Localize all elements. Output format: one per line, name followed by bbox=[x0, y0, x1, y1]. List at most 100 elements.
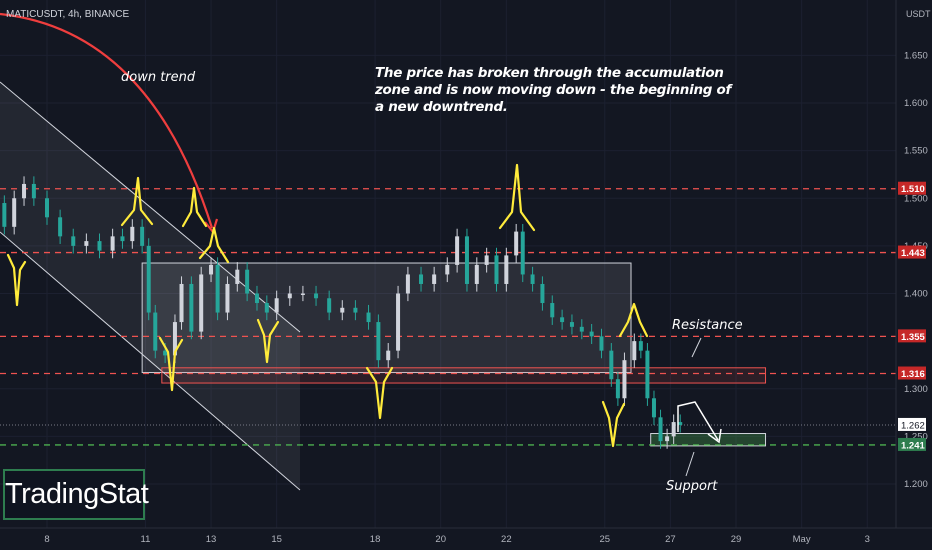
swing-marker bbox=[158, 336, 184, 392]
candle-body bbox=[110, 236, 115, 251]
x-tick-label: 15 bbox=[271, 534, 282, 545]
candle-body bbox=[504, 255, 509, 284]
last-price-badge bbox=[898, 417, 926, 431]
price-level-badge bbox=[898, 366, 926, 380]
swing-marker bbox=[365, 366, 394, 420]
swing-marker bbox=[120, 176, 154, 227]
candle-body bbox=[366, 312, 371, 323]
tradingstat-logo: TradingStat bbox=[3, 469, 149, 520]
candle-body bbox=[638, 341, 643, 351]
candle-body bbox=[2, 203, 7, 227]
candle-body bbox=[632, 341, 637, 361]
candle-body bbox=[658, 417, 663, 442]
support-pointer bbox=[685, 451, 695, 477]
x-tick-label: 29 bbox=[731, 534, 742, 545]
x-tick-label: 8 bbox=[44, 534, 49, 545]
x-tick-label: 3 bbox=[865, 534, 870, 545]
support-label: Support bbox=[666, 479, 718, 494]
candle-body bbox=[84, 241, 89, 246]
candle-body bbox=[314, 293, 319, 299]
candle-body bbox=[445, 264, 450, 275]
price-level-label: 1.443 bbox=[901, 248, 925, 259]
resistance-pointer bbox=[691, 337, 702, 358]
symbol-title: MATICUSDT, 4h, BINANCE bbox=[6, 9, 130, 20]
downtrend-arrow bbox=[0, 12, 214, 229]
candle-body bbox=[376, 322, 381, 361]
price-level-label: 1.510 bbox=[901, 184, 925, 195]
candle-body bbox=[245, 269, 250, 294]
candle-body bbox=[665, 436, 670, 442]
candle-body bbox=[209, 264, 214, 275]
candle-body bbox=[671, 422, 676, 437]
candle-body bbox=[520, 231, 525, 275]
price-level-label: 1.241 bbox=[901, 440, 925, 451]
price-level-label: 1.355 bbox=[901, 332, 925, 343]
candle-body bbox=[199, 274, 204, 332]
candle-body bbox=[130, 226, 135, 242]
time-axis-bg bbox=[0, 528, 932, 550]
support-zone bbox=[650, 433, 767, 447]
swing-marker bbox=[498, 163, 536, 232]
zones-layer bbox=[0, 81, 767, 491]
candle-body bbox=[254, 293, 259, 304]
last-price-label: 1.262 bbox=[901, 420, 925, 431]
candle-body bbox=[599, 336, 604, 351]
down-trend-label: down trend bbox=[121, 70, 196, 85]
candle-body bbox=[153, 312, 158, 351]
candle-body bbox=[540, 283, 545, 304]
candle-body bbox=[550, 303, 555, 318]
chart-grid bbox=[0, 0, 896, 528]
y-tick-label: 1.600 bbox=[904, 98, 928, 109]
analysis-note: The price has broken through the accumul… bbox=[375, 65, 732, 115]
x-tick-label: 27 bbox=[665, 534, 676, 545]
resistance-zone bbox=[161, 367, 767, 384]
candle-body bbox=[146, 245, 151, 313]
x-tick-label: 25 bbox=[599, 534, 610, 545]
x-tick-label: 20 bbox=[435, 534, 446, 545]
candle-body bbox=[678, 422, 683, 425]
candle-body bbox=[609, 350, 614, 380]
price-level-badge bbox=[898, 181, 926, 195]
candle-body bbox=[615, 379, 620, 399]
candle-body bbox=[235, 269, 240, 284]
candle-body bbox=[140, 226, 145, 246]
candle-body bbox=[12, 198, 17, 227]
candle-body bbox=[432, 274, 437, 284]
swing-marker bbox=[618, 302, 649, 338]
y-tick-label: 1.400 bbox=[904, 289, 928, 300]
price-level-badge bbox=[898, 437, 926, 451]
candle-body bbox=[31, 183, 36, 199]
candle-body bbox=[474, 264, 479, 284]
swing-marker bbox=[181, 186, 208, 228]
candle-body bbox=[569, 322, 574, 327]
candle-body bbox=[514, 231, 519, 256]
swing-marker bbox=[198, 226, 230, 264]
logo-text: TradingStat bbox=[5, 478, 149, 510]
y-tick-label: 1.650 bbox=[904, 50, 928, 61]
price-levels-layer bbox=[0, 188, 896, 446]
swing-marker bbox=[6, 253, 27, 307]
channel-upper-line bbox=[0, 81, 301, 333]
candle-body bbox=[120, 236, 125, 242]
drawings-layer bbox=[0, 12, 722, 477]
candle-body bbox=[58, 217, 63, 237]
candle-body bbox=[287, 293, 292, 299]
x-tick-label: May bbox=[793, 534, 811, 545]
candle-body bbox=[340, 307, 345, 313]
candle-body bbox=[464, 236, 469, 284]
price-level-badge bbox=[898, 329, 926, 343]
price-level-label: 1.316 bbox=[901, 369, 925, 380]
candle-body bbox=[651, 398, 656, 418]
candle-body bbox=[179, 283, 184, 323]
time-axis: 8 11 13 15 18 20 22 25 27 29 May 3 bbox=[0, 527, 932, 550]
candle-body bbox=[622, 360, 627, 399]
y-tick-label: 1.500 bbox=[904, 193, 928, 204]
candle-body bbox=[560, 317, 565, 323]
candle-body bbox=[189, 283, 194, 332]
candle-body bbox=[419, 274, 424, 284]
y-tick-label: 1.300 bbox=[904, 384, 928, 395]
x-tick-label: 11 bbox=[140, 534, 150, 545]
currency-unit: USDT bbox=[906, 9, 931, 19]
candle-body bbox=[494, 255, 499, 284]
